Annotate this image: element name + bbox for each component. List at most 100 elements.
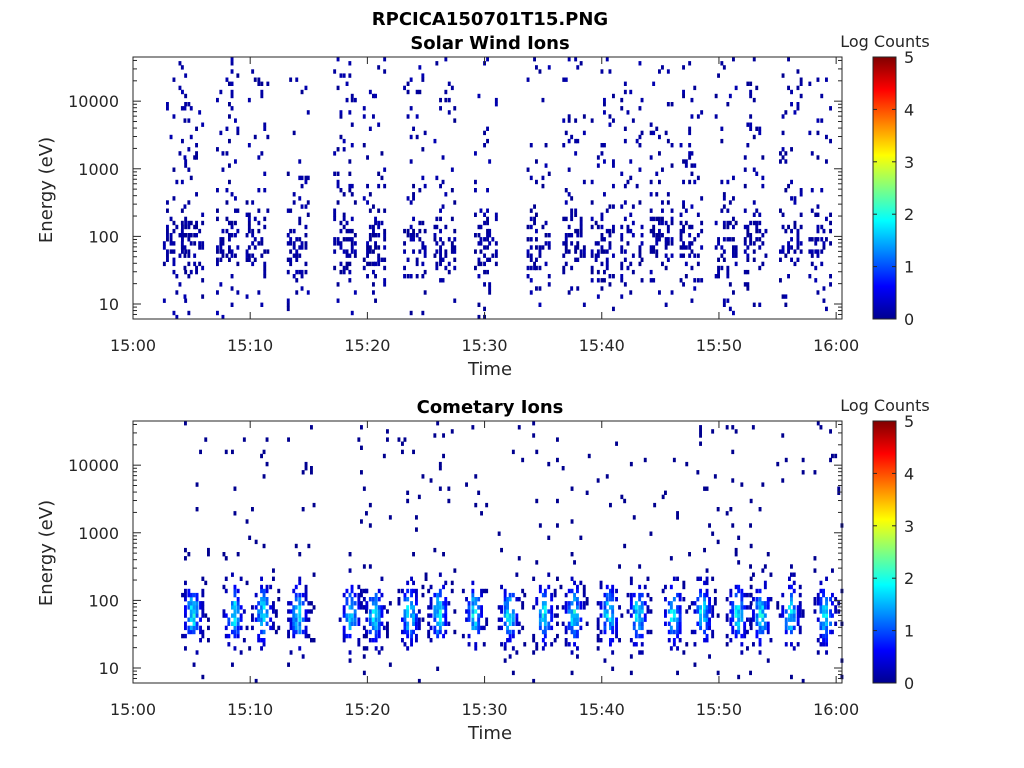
heatmap-cell: [661, 233, 664, 238]
heatmap-cell: [582, 245, 586, 250]
heatmap-cell: [538, 286, 542, 291]
heatmap-cell: [350, 601, 354, 606]
heatmap-cell: [180, 241, 184, 246]
heatmap-cell: [480, 511, 483, 516]
heatmap-cell: [543, 642, 547, 647]
heatmap-cell: [816, 77, 820, 82]
heatmap-cell: [231, 621, 234, 626]
heatmap-cell: [640, 621, 644, 626]
heatmap-cell: [590, 224, 594, 230]
heatmap-cell: [362, 143, 366, 148]
heatmap-cell: [685, 461, 689, 467]
heatmap-cell: [342, 638, 346, 643]
heatmap-cell: [600, 233, 604, 238]
heatmap-cell: [245, 253, 249, 258]
heatmap-cell: [594, 253, 598, 258]
heatmap-cell: [233, 633, 237, 639]
heatmap-cell: [262, 613, 266, 618]
heatmap-cell: [348, 658, 352, 663]
heatmap-cell: [564, 638, 568, 643]
heatmap-cell: [699, 609, 702, 614]
heatmap-cell: [233, 613, 237, 618]
heatmap-cell: [412, 629, 415, 635]
heatmap-cell: [629, 261, 633, 267]
heatmap-cell: [726, 102, 730, 107]
heatmap-cell: [207, 625, 210, 631]
heatmap-cell: [544, 163, 548, 168]
heatmap-cell: [292, 274, 296, 279]
heatmap-cell: [289, 237, 293, 242]
heatmap-cell: [266, 81, 270, 86]
heatmap-cell: [433, 605, 437, 610]
heatmap-cell: [348, 617, 352, 622]
heatmap-cell: [260, 151, 264, 156]
heatmap-cell: [178, 282, 182, 287]
heatmap-cell: [761, 183, 765, 189]
heatmap-cell: [166, 208, 169, 213]
heatmap-cell: [269, 605, 273, 610]
heatmap-cell: [377, 605, 381, 610]
heatmap-cell: [834, 605, 838, 610]
heatmap-cell: [640, 278, 644, 283]
heatmap-cell: [253, 77, 257, 82]
heatmap-cell: [418, 220, 422, 226]
heatmap-cell: [339, 188, 343, 193]
heatmap-cell: [192, 605, 196, 610]
heatmap-cell: [436, 421, 440, 426]
heatmap-cell: [409, 237, 413, 242]
heatmap-cell: [377, 650, 381, 655]
heatmap-cell: [541, 183, 545, 189]
heatmap-cell: [576, 613, 579, 618]
heatmap-cell: [664, 613, 667, 618]
heatmap-cell: [799, 224, 803, 230]
heatmap-cell: [453, 106, 457, 111]
heatmap-cell: [541, 175, 545, 181]
heatmap-cell: [474, 597, 478, 602]
heatmap-cell: [726, 220, 730, 226]
heatmap-cell: [233, 629, 237, 635]
heatmap-cell: [403, 621, 407, 626]
heatmap-cell: [743, 249, 747, 254]
heatmap-cell: [477, 625, 481, 631]
heatmap-cell: [678, 613, 682, 618]
heatmap-cell: [790, 609, 793, 614]
heatmap-cell: [570, 212, 574, 217]
heatmap-cell: [216, 97, 219, 103]
heatmap-cell: [676, 609, 679, 614]
heatmap-cell: [339, 73, 343, 78]
heatmap-cell: [740, 617, 744, 622]
heatmap-cell: [634, 601, 638, 606]
heatmap-cell: [503, 592, 507, 598]
heatmap-cell: [360, 601, 363, 606]
heatmap-cell: [511, 613, 515, 618]
heatmap-cell: [611, 621, 615, 626]
heatmap-cell: [371, 621, 375, 626]
heatmap-cell: [506, 625, 509, 631]
heatmap-cell: [233, 584, 237, 590]
heatmap-cell: [415, 515, 418, 520]
heatmap-cell: [820, 237, 824, 242]
heatmap-cell: [576, 257, 580, 262]
heatmap-cell: [685, 642, 689, 647]
heatmap-cell: [374, 241, 377, 246]
heatmap-cell: [752, 97, 756, 103]
heatmap-cell: [187, 220, 191, 226]
heatmap-cell: [615, 629, 618, 635]
heatmap-cell: [570, 621, 574, 626]
heatmap-cell: [477, 257, 481, 262]
heatmap-cell: [703, 592, 706, 598]
heatmap-cell: [415, 261, 419, 267]
heatmap-cell: [758, 228, 762, 234]
heatmap-cell: [831, 568, 834, 573]
heatmap-cell: [825, 617, 828, 622]
heatmap-cell: [304, 269, 308, 275]
heatmap-cell: [287, 609, 290, 614]
heatmap-cell: [477, 233, 481, 238]
heatmap-cell: [333, 212, 337, 217]
heatmap-cell: [590, 253, 594, 258]
heatmap-cell: [796, 69, 800, 74]
heatmap-cell: [304, 224, 308, 230]
heatmap-cell: [368, 564, 372, 569]
heatmap-cell: [172, 77, 176, 82]
heatmap-cell: [447, 601, 451, 606]
